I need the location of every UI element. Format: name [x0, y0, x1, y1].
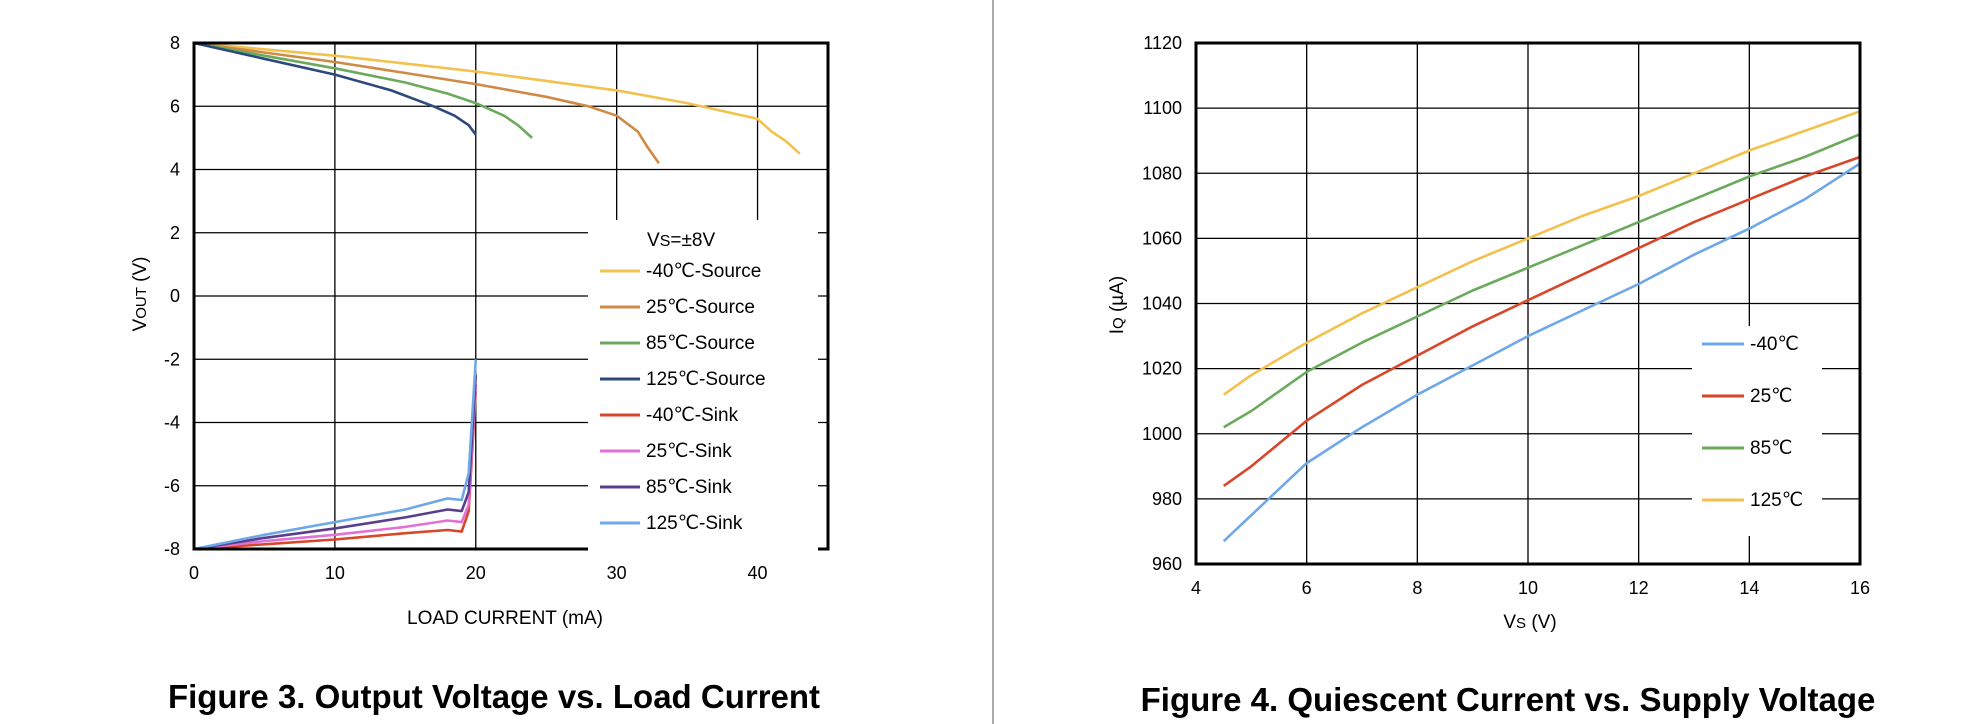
chart1-legend-label: 25℃-Sink [646, 441, 732, 462]
chart2-y-tick-label: 1100 [1143, 98, 1182, 118]
chart2-y-tick-label: 1060 [1142, 228, 1182, 248]
chart2-legend-label: 125℃ [1750, 490, 1803, 511]
chart1-series-line-7 [193, 375, 478, 551]
chart1-legend-background [588, 220, 818, 552]
chart2-x-tick-label: 16 [1850, 578, 1870, 598]
chart2-series-line-3 [1223, 132, 1861, 429]
chart1-x-tick-label: 10 [325, 563, 345, 583]
chart1-x-tick-label: 0 [189, 563, 199, 583]
chart1-series-line-3 [193, 41, 533, 139]
chart-quiescent-current-vs-supply-voltage: 960 980 1000 1020 1040 1060 1080 1100 1120 4 6 8 10… [1107, 33, 1875, 718]
chart1-caption: Figure 3. Output Voltage vs. Load Curren… [168, 678, 820, 715]
chart1-x-tick-labels: 0 10 20 30 40 [189, 563, 768, 583]
chart2-x-tick-label: 14 [1739, 578, 1759, 598]
chart1-x-tick-label: 20 [466, 563, 486, 583]
chart1-series-line-6 [193, 384, 478, 551]
chart1-legend-label: 125℃-Sink [646, 513, 743, 534]
chart2-y-tick-label: 980 [1152, 489, 1182, 509]
chart1-x-tick-label: 40 [748, 563, 768, 583]
chart1-x-tick-label: 30 [607, 563, 627, 583]
chart1-plot-frame [192, 41, 830, 551]
chart-output-voltage-vs-load-current: -8 -6 -4 -2 0 2 4 6 8 0 10 20 30 40 LOAD CURRENT (mA… [130, 33, 830, 715]
chart2-plot-frame [1194, 41, 1862, 566]
chart1-y-tick-label: 2 [170, 223, 180, 243]
chart2-legend-label: -40℃ [1750, 334, 1799, 355]
chart2-series-line-2 [1222, 155, 1861, 487]
chart1-y-tick-labels: -8 -6 -4 -2 0 2 4 6 8 [164, 33, 180, 559]
chart2-x-tick-label: 6 [1302, 578, 1312, 598]
chart1-y-tick-label: 4 [170, 160, 180, 180]
chart2-y-tick-label: 1080 [1142, 163, 1182, 183]
chart2-legend: -40℃ 25℃ 85℃ 125℃ [1692, 326, 1822, 536]
chart1-y-tick-label: 0 [170, 286, 180, 306]
chart1-legend-label: 85℃-Sink [646, 477, 732, 498]
chart2-x-tick-label: 12 [1629, 578, 1649, 598]
chart1-y-axis-label: VOUT (V) [130, 257, 151, 332]
chart1-legend-title: VS=±8V [647, 230, 715, 251]
chart1-y-tick-label: 8 [170, 33, 180, 53]
chart1-y-tick-label: -8 [164, 539, 180, 559]
chart2-series-group [1222, 110, 1861, 543]
chart2-x-tick-label: 4 [1191, 578, 1201, 598]
chart2-series-line-1 [1222, 162, 1861, 543]
chart2-x-axis-label: VS (V) [1503, 612, 1556, 633]
chart1-legend-label: -40℃-Source [646, 261, 761, 282]
chart1-series-line-5 [193, 390, 478, 551]
chart2-series-line-4 [1222, 110, 1861, 396]
chart2-y-tick-label: 1120 [1143, 33, 1182, 53]
chart2-y-tick-label: 960 [1152, 554, 1182, 574]
chart1-y-tick-label: -4 [164, 413, 180, 433]
chart1-y-tick-label: -6 [164, 476, 180, 496]
chart1-legend-label: 25℃-Source [646, 297, 755, 318]
chart1-series-group [193, 41, 801, 551]
chart2-x-tick-labels: 4 6 8 10 12 14 16 [1191, 578, 1870, 598]
chart1-series-line-1 [193, 41, 801, 155]
chart1-series-line-8 [193, 359, 478, 551]
chart1-series-line-4 [193, 41, 477, 136]
chart2-legend-label: 25℃ [1750, 386, 1792, 407]
chart1-series-line-2 [193, 41, 660, 164]
chart2-x-tick-label: 8 [1412, 578, 1422, 598]
chart2-caption: Figure 4. Quiescent Current vs. Supply V… [1141, 681, 1876, 718]
chart2-y-tick-label: 1020 [1142, 359, 1182, 379]
chart1-y-tick-label: -2 [164, 349, 180, 369]
chart2-y-axis-label: IQ (µA) [1107, 276, 1128, 335]
chart1-legend: VS=±8V -40℃-Source 25℃-Source 85℃-Source 12… [588, 220, 818, 552]
chart1-y-tick-label: 6 [170, 96, 180, 116]
chart1-legend-label: 125℃-Source [646, 369, 766, 390]
chart1-legend-label: 85℃-Source [646, 333, 755, 354]
chart2-y-tick-label: 1000 [1142, 424, 1182, 444]
chart2-legend-label: 85℃ [1750, 438, 1792, 459]
chart1-legend-label: -40℃-Sink [646, 405, 739, 426]
chart2-x-tick-label: 10 [1518, 578, 1538, 598]
chart1-x-axis-label: LOAD CURRENT (mA) [407, 608, 603, 629]
chart2-y-tick-label: 1040 [1142, 294, 1182, 314]
chart2-y-tick-labels: 960 980 1000 1020 1040 1060 1080 1100 1120 [1142, 33, 1182, 574]
